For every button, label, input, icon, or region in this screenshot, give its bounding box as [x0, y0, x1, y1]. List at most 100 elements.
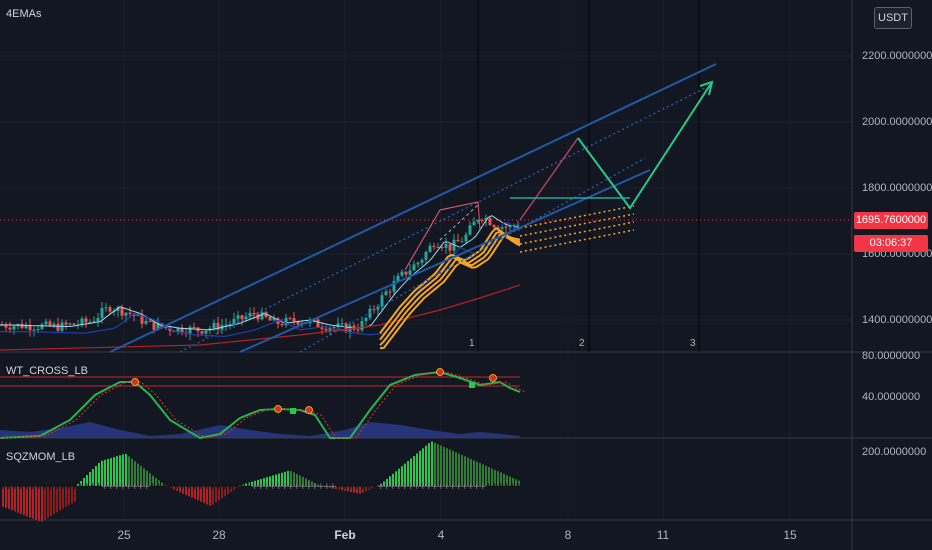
channel-upper-line [109, 63, 717, 353]
squeeze-marker: + [11, 482, 19, 492]
candle-body [188, 326, 192, 334]
candle-body [508, 225, 512, 228]
ema-ribbon-projection [519, 229, 635, 253]
momentum-bar [401, 466, 403, 486]
drawings-layer [109, 63, 717, 353]
squeeze-marker: + [341, 482, 349, 492]
momentum-bar [290, 471, 292, 486]
pattern-dashed [439, 204, 479, 241]
candle-body [108, 307, 112, 312]
momentum-bar [20, 486, 22, 514]
squeeze-marker: + [149, 482, 157, 492]
sqzmom-label[interactable]: SQZMOM_LB [6, 451, 76, 463]
price-level-2200: 2200.0000000 [862, 50, 932, 62]
momentum-bar [137, 463, 139, 486]
momentum-bar [455, 452, 457, 486]
momentum-bar [107, 458, 109, 486]
ema-fast-line [0, 215, 521, 331]
wt-level-80: 80.0000000 [862, 350, 921, 362]
squeeze-marker: + [437, 482, 445, 492]
momentum-bar [410, 458, 412, 486]
price-level-1400: 1400.0000000 [862, 314, 932, 326]
squeeze-marker: + [275, 482, 283, 492]
candle-body [44, 321, 48, 325]
candle-body [64, 322, 68, 325]
candle-body [476, 220, 480, 222]
momentum-bar [65, 486, 67, 507]
squeeze-marker: + [107, 482, 115, 492]
momentum-bar [167, 486, 169, 487]
momentum-bar [467, 457, 469, 486]
momentum-bar [296, 474, 298, 486]
candle-body [352, 325, 356, 330]
momentum-bar [188, 486, 190, 497]
momentum-bar [26, 486, 28, 517]
momentum-bar [74, 486, 76, 502]
squeeze-marker: + [485, 482, 493, 492]
candle-body [408, 270, 412, 275]
momentum-bar [155, 478, 157, 486]
candle-body [36, 329, 40, 331]
wt-cross-dot [305, 406, 313, 414]
channel-lower-line [239, 169, 651, 353]
squeeze-marker: + [431, 482, 439, 492]
candle-body [4, 325, 8, 328]
momentum-bar [239, 485, 241, 487]
candle-body [164, 326, 168, 328]
squeeze-marker: + [509, 482, 517, 492]
candle-body [52, 323, 56, 326]
momentum-bar [437, 444, 439, 486]
momentum-bar [443, 446, 445, 486]
momentum-bar [404, 463, 406, 486]
wt-cross-label[interactable]: WT_CROSS_LB [6, 365, 88, 377]
pattern-outline [404, 201, 481, 271]
momentum-bar [293, 472, 295, 486]
momentum-bar [305, 478, 307, 486]
squeeze-marker: + [197, 482, 205, 492]
momentum-bar [152, 475, 154, 486]
momentum-bar [338, 486, 340, 490]
candle-body [24, 325, 28, 329]
momentum-bar [407, 461, 409, 486]
momentum-bar [317, 484, 319, 486]
squeeze-marker: + [335, 482, 343, 492]
candle-body [284, 317, 288, 326]
candle-body [292, 318, 296, 322]
candle-body [136, 314, 140, 317]
squeeze-marker: + [0, 482, 7, 492]
momentum-bar [227, 486, 229, 495]
momentum-bar [161, 482, 163, 486]
squeeze-marker: + [407, 482, 415, 492]
squeeze-marker: + [65, 482, 73, 492]
momentum-bar [212, 486, 214, 505]
momentum-bar [422, 448, 424, 486]
candle-body [448, 243, 452, 251]
candle-body [228, 324, 232, 326]
momentum-bar [122, 454, 124, 486]
momentum-bar [86, 475, 88, 486]
momentum-bar [449, 449, 451, 486]
momentum-bar [506, 475, 508, 486]
candle-body [152, 321, 156, 330]
vertical-marker-lines [477, 0, 700, 352]
candle-body [440, 247, 444, 249]
squeeze-marker: + [155, 482, 163, 492]
momentum-bar [359, 486, 361, 494]
momentum-bar [476, 461, 478, 486]
candle-body [384, 291, 388, 296]
candle-body [420, 259, 424, 263]
candle-body [492, 225, 496, 228]
candle-body [372, 308, 376, 310]
momentum-bar [131, 458, 133, 486]
main-indicator-label[interactable]: 4EMAs [6, 8, 42, 20]
squeeze-marker: + [191, 482, 199, 492]
momentum-bar [83, 478, 85, 486]
momentum-bar [323, 486, 325, 487]
momentum-bar [194, 486, 196, 500]
momentum-bar [35, 486, 37, 520]
momentum-bar [185, 486, 187, 495]
momentum-bar [413, 455, 415, 486]
currency-button[interactable]: USDT [874, 7, 912, 29]
squeeze-marker: + [497, 482, 505, 492]
